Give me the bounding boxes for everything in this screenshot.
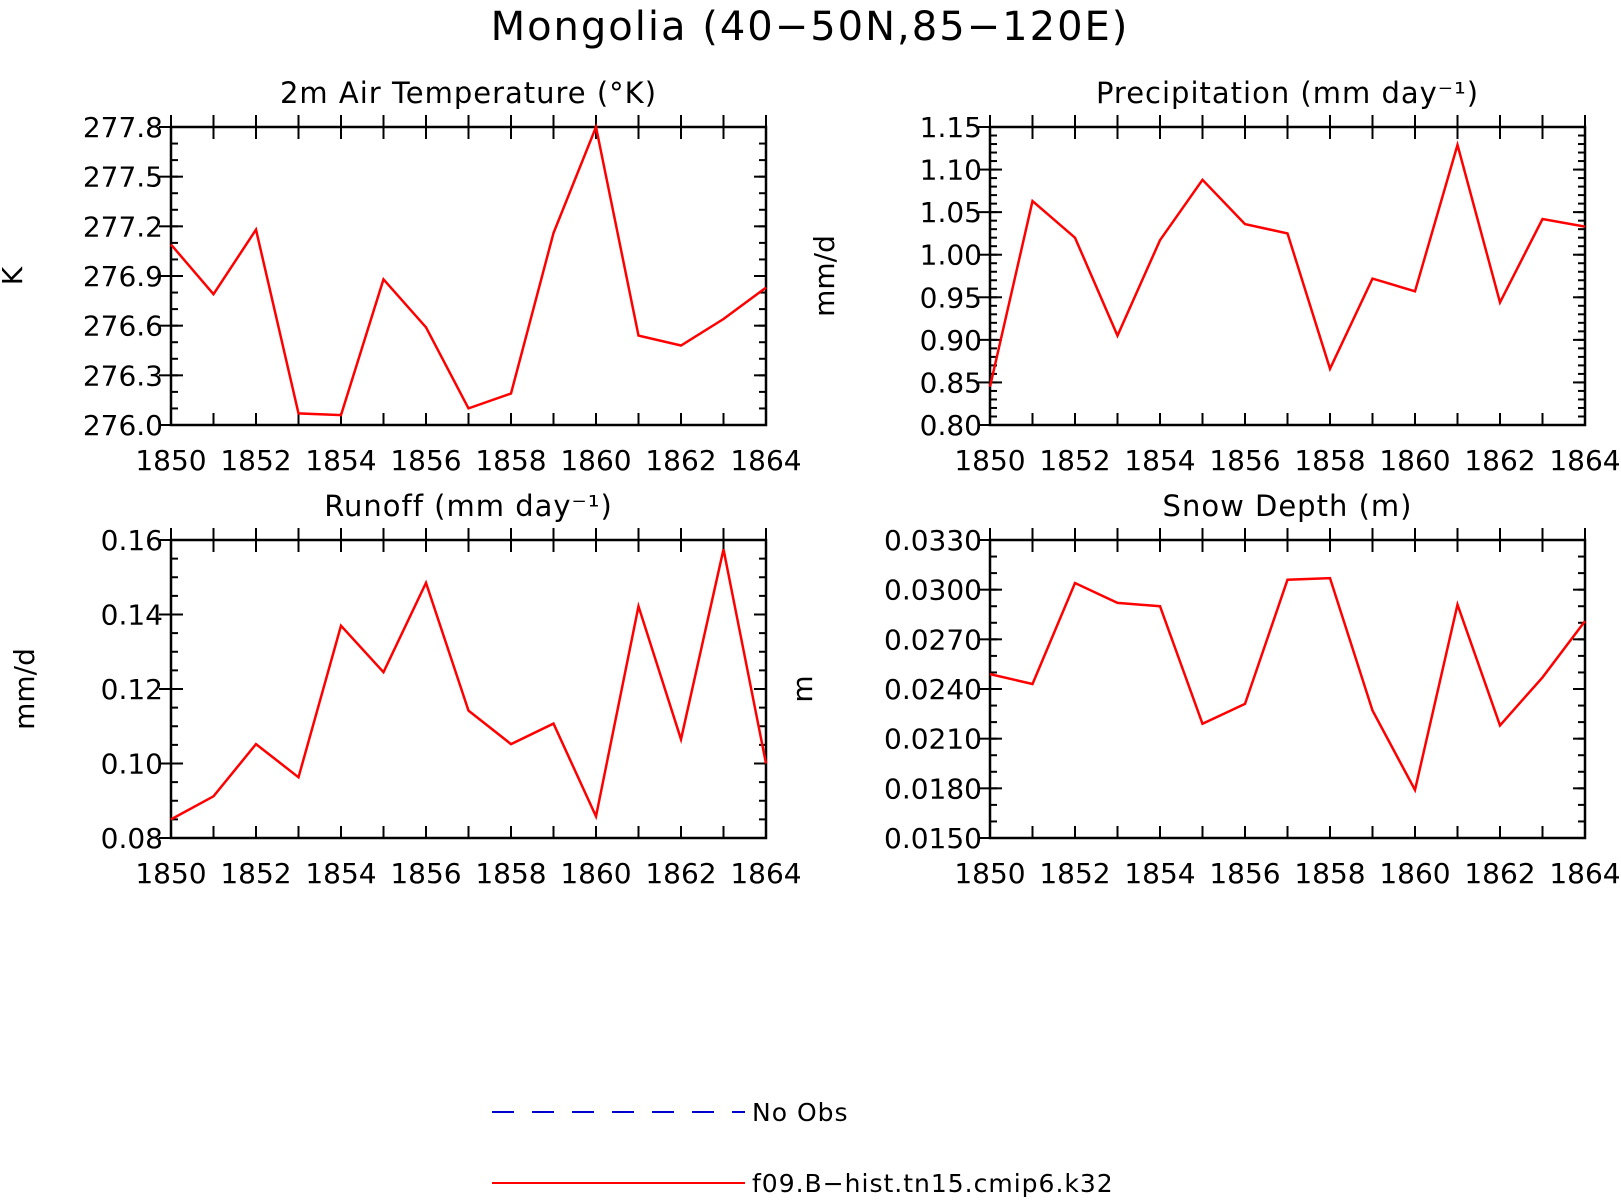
x-tick-label: 1862: [1464, 857, 1535, 890]
y-tick-label: 0.0330: [884, 524, 982, 557]
y-tick-label: 0.90: [920, 324, 982, 357]
x-tick-label: 1858: [1294, 857, 1365, 890]
y-tick-label: 0.08: [101, 822, 163, 855]
x-tick-label: 1856: [390, 444, 461, 477]
x-tick-label: 1850: [954, 444, 1025, 477]
x-tick-label: 1858: [475, 444, 546, 477]
series-line-runoff: [170, 549, 768, 821]
series-line-snow-depth: [989, 576, 1586, 794]
plot-frame: [169, 125, 768, 427]
panel-precipitation: Precipitation (mm day⁻¹) mm/d 1850 1852 1854…: [808, 76, 1621, 477]
y-tick-label: 1.15: [920, 111, 982, 144]
x-tick-label: 1860: [560, 857, 631, 890]
y-tick-label: 277.8: [83, 111, 163, 144]
x-tick-label: 1854: [1124, 444, 1195, 477]
x-tick-label: 1858: [1294, 444, 1365, 477]
legend-label-no-obs: No Obs: [752, 1098, 849, 1127]
series-line-precipitation: [988, 140, 1586, 387]
y-tick-label: 0.0150: [884, 822, 982, 855]
x-tick-label: 1862: [645, 857, 716, 890]
panel-air-temperature: 2m Air Temperature (°K) K 1850 1852 1854 1856…: [0, 76, 802, 477]
x-tick-label: 1852: [220, 444, 291, 477]
x-tick-label: 1860: [560, 444, 631, 477]
x-tick-label: 1856: [1209, 444, 1280, 477]
x-tick-label: 1862: [1464, 444, 1535, 477]
y-axis-label: mm/d: [8, 648, 41, 730]
legend: No Obs f09.B−hist.tn15.cmip6.k32: [492, 1098, 1114, 1198]
figure-title: Mongolia (40−50N,85−120E): [491, 4, 1130, 50]
x-tick-label: 1852: [220, 857, 291, 890]
x-tick-label: 1860: [1379, 857, 1450, 890]
y-tick-label: 276.3: [83, 359, 163, 392]
legend-label-model: f09.B−hist.tn15.cmip6.k32: [752, 1169, 1114, 1198]
x-tick-label: 1854: [1124, 857, 1195, 890]
x-tick-label: 1862: [645, 444, 716, 477]
x-tick-label: 1864: [1549, 857, 1620, 890]
y-tick-label: 1.00: [920, 239, 982, 272]
panel-title-precipitation: Precipitation (mm day⁻¹): [1096, 76, 1479, 110]
x-tick-label: 1864: [730, 857, 801, 890]
y-tick-label: 0.85: [920, 366, 982, 399]
panel-title-runoff: Runoff (mm day⁻¹): [324, 489, 613, 523]
x-tick-label: 1850: [954, 857, 1025, 890]
x-tick-label: 1864: [730, 444, 801, 477]
y-tick-label: 0.12: [101, 673, 163, 706]
y-tick-label: 0.0300: [884, 574, 982, 607]
x-tick-label: 1856: [1209, 857, 1280, 890]
panel-snow-depth: Snow Depth (m) m 1850 1852 1854 1856 1858 1860 1…: [786, 489, 1621, 890]
x-tick-label: 1850: [135, 444, 206, 477]
x-tick-label: 1852: [1039, 857, 1110, 890]
panel-runoff: Runoff (mm day⁻¹) mm/d 1850 1852 1854 1856 185…: [8, 489, 802, 890]
x-tick-label: 1850: [135, 857, 206, 890]
plot-frame: [988, 125, 1587, 427]
y-tick-label: 0.16: [101, 524, 163, 557]
x-tick-label: 1858: [475, 857, 546, 890]
x-tick-label: 1860: [1379, 444, 1450, 477]
y-tick-label: 0.14: [101, 599, 163, 632]
y-axis-label: m: [786, 675, 819, 702]
y-tick-label: 0.0270: [884, 623, 982, 656]
plot-frame: [169, 538, 768, 840]
x-tick-label: 1852: [1039, 444, 1110, 477]
y-tick-label: 0.80: [920, 409, 982, 442]
y-tick-label: 0.0210: [884, 723, 982, 756]
x-tick-label: 1854: [305, 857, 376, 890]
y-tick-label: 0.0180: [884, 772, 982, 805]
series-line-air-temperature: [170, 122, 767, 417]
y-tick-label: 276.0: [83, 409, 163, 442]
y-tick-label: 1.05: [920, 196, 982, 229]
panel-title-air-temperature: 2m Air Temperature (°K): [280, 76, 657, 110]
y-tick-label: 0.0240: [884, 673, 982, 706]
y-tick-label: 0.95: [920, 281, 982, 314]
y-tick-label: 1.10: [920, 154, 982, 187]
panel-title-snow-depth: Snow Depth (m): [1163, 489, 1413, 523]
x-tick-label: 1854: [305, 444, 376, 477]
y-tick-label: 277.2: [83, 210, 163, 243]
y-tick-label: 276.6: [83, 310, 163, 343]
y-tick-label: 276.9: [83, 260, 163, 293]
y-tick-label: 0.10: [101, 748, 163, 781]
y-tick-label: 277.5: [83, 161, 163, 194]
x-tick-label: 1864: [1549, 444, 1620, 477]
y-axis-label: mm/d: [808, 235, 841, 317]
x-tick-label: 1856: [390, 857, 461, 890]
y-axis-label: K: [0, 266, 29, 285]
